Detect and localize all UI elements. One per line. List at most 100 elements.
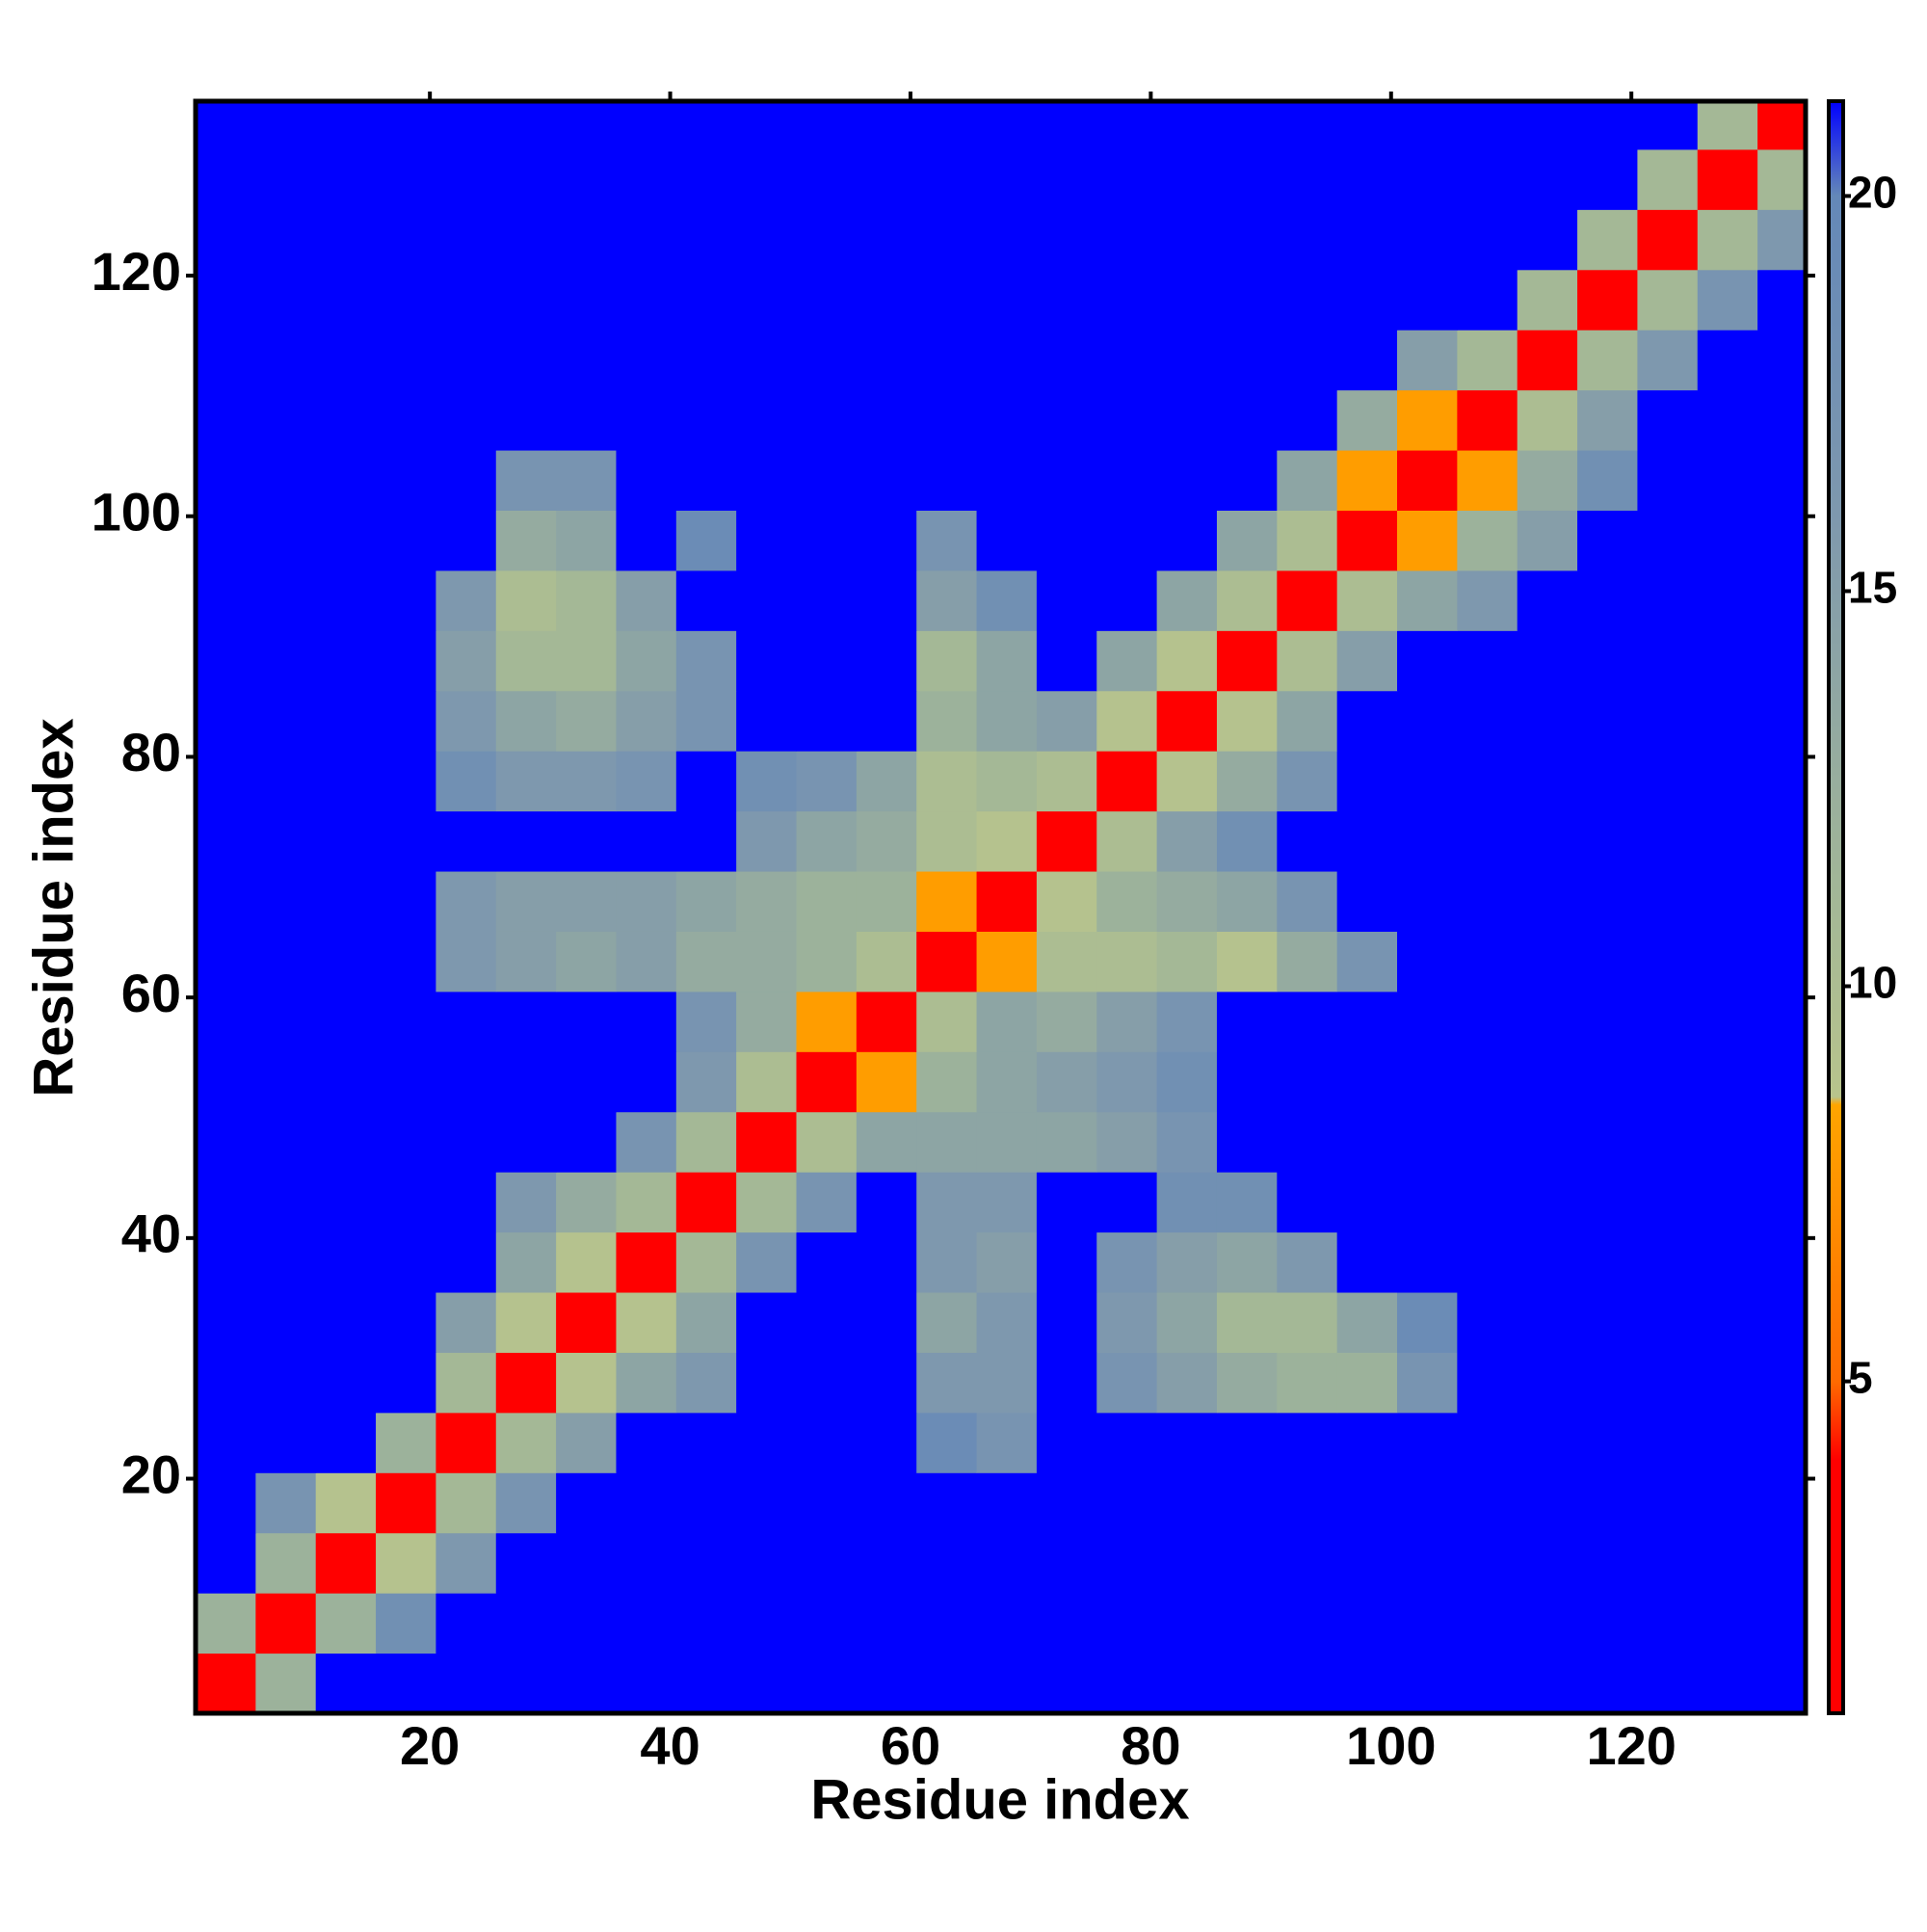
- heatmap-cell: [315, 1532, 377, 1594]
- heatmap-cell: [1697, 1352, 1758, 1414]
- heatmap-cell: [796, 569, 858, 631]
- heatmap-cell: [196, 569, 256, 631]
- heatmap-cell: [196, 871, 256, 932]
- heatmap-cell: [1156, 931, 1218, 992]
- heatmap-cell: [976, 389, 1038, 451]
- heatmap-cell: [1277, 751, 1338, 812]
- heatmap-cell: [796, 810, 858, 872]
- heatmap-cell: [1637, 450, 1699, 511]
- heatmap-cell: [916, 389, 978, 451]
- heatmap-cell: [1397, 1172, 1458, 1233]
- x-tick-label: 100: [1346, 1715, 1436, 1776]
- heatmap-cell: [1096, 630, 1158, 692]
- heatmap-cell: [376, 209, 436, 271]
- heatmap-cell: [255, 1472, 317, 1534]
- heatmap-cell: [1637, 1472, 1699, 1534]
- heatmap-cell: [1757, 1111, 1806, 1173]
- heatmap-cell: [1457, 751, 1518, 812]
- heatmap-cell: [1577, 1352, 1638, 1414]
- heatmap-cell: [1577, 1653, 1638, 1713]
- heatmap-cell: [616, 931, 677, 992]
- heatmap-cell: [675, 871, 737, 932]
- heatmap-cell: [1697, 510, 1758, 571]
- heatmap-cell: [1336, 330, 1398, 391]
- heatmap-cell: [436, 389, 497, 451]
- heatmap-cell: [1457, 330, 1518, 391]
- heatmap-cell: [916, 450, 978, 511]
- heatmap-cell: [1757, 871, 1806, 932]
- heatmap-cell: [376, 871, 436, 932]
- heatmap-cell: [255, 1593, 317, 1654]
- heatmap-cell: [1096, 569, 1158, 631]
- heatmap-cell: [255, 1172, 317, 1233]
- y-tick-label: 20: [121, 1443, 181, 1504]
- heatmap-cell: [856, 931, 917, 992]
- heatmap-cell: [1397, 569, 1458, 631]
- heatmap-cell: [1036, 931, 1097, 992]
- heatmap-cell: [315, 450, 377, 511]
- heatmap-cell: [796, 991, 858, 1052]
- heatmap-cell: [916, 569, 978, 631]
- heatmap-cell: [1156, 1472, 1218, 1534]
- heatmap-cell: [1336, 269, 1398, 331]
- heatmap-cell: [736, 810, 798, 872]
- heatmap-cell: [1577, 101, 1638, 150]
- heatmap-cell: [1156, 569, 1218, 631]
- heatmap-cell: [495, 389, 557, 451]
- heatmap-cell: [916, 630, 978, 692]
- heatmap-cell: [916, 1111, 978, 1173]
- heatmap-cell: [796, 269, 858, 331]
- heatmap-cell: [736, 630, 798, 692]
- heatmap-cell: [1457, 389, 1518, 451]
- heatmap-cell: [1156, 450, 1218, 511]
- heatmap-cell: [376, 1292, 436, 1353]
- heatmap-cell: [376, 1532, 436, 1594]
- heatmap-cell: [1397, 1292, 1458, 1353]
- heatmap-cell: [976, 1172, 1038, 1233]
- heatmap-cell: [1757, 450, 1806, 511]
- heatmap-cell: [255, 450, 317, 511]
- heatmap-cell: [255, 1653, 317, 1713]
- heatmap-cell: [376, 1412, 436, 1473]
- heatmap-cell: [1397, 1653, 1458, 1713]
- heatmap-cell: [1096, 1051, 1158, 1113]
- heatmap-cell: [1096, 1593, 1158, 1654]
- heatmap-cell: [1277, 569, 1338, 631]
- heatmap-cell: [1036, 871, 1097, 932]
- heatmap-cell: [1697, 450, 1758, 511]
- heatmap-cell: [1096, 269, 1158, 331]
- heatmap-cell: [495, 101, 557, 150]
- heatmap-cell: [255, 1292, 317, 1353]
- heatmap-cell: [1457, 1111, 1518, 1173]
- heatmap-cell: [736, 148, 798, 210]
- heatmap-cell: [1517, 569, 1578, 631]
- heatmap-cell: [1757, 330, 1806, 391]
- heatmap-cell: [1577, 148, 1638, 210]
- x-tick-label: 80: [1121, 1715, 1180, 1776]
- heatmap-cell: [1096, 1472, 1158, 1534]
- heatmap-cell: [1096, 148, 1158, 210]
- heatmap-cell: [255, 810, 317, 872]
- x-axis-title: Residue index: [810, 1768, 1189, 1831]
- heatmap-cell: [976, 810, 1038, 872]
- heatmap-cell: [315, 1111, 377, 1173]
- heatmap-cell: [1036, 101, 1097, 150]
- heatmap-cell: [1757, 991, 1806, 1052]
- heatmap-cell: [916, 1231, 978, 1293]
- colorbar-tick-label: 10: [1848, 958, 1897, 1008]
- heatmap-cell: [376, 1352, 436, 1414]
- heatmap-cell: [616, 389, 677, 451]
- heatmap-cell: [376, 389, 436, 451]
- heatmap-cell: [976, 1412, 1038, 1473]
- heatmap-cell: [1577, 810, 1638, 872]
- heatmap-cell: [1637, 1412, 1699, 1473]
- heatmap-cell: [856, 148, 917, 210]
- heatmap-cell: [1096, 101, 1158, 150]
- heatmap-cell: [196, 148, 256, 210]
- heatmap-cell: [1277, 1172, 1338, 1233]
- heatmap-cell: [196, 1051, 256, 1113]
- heatmap-cell: [1216, 209, 1278, 271]
- heatmap-cell: [1036, 1593, 1097, 1654]
- heatmap-cell: [1397, 991, 1458, 1052]
